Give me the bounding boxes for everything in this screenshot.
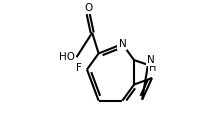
Text: H: H [149,63,156,73]
Text: HO: HO [59,52,75,62]
Text: O: O [84,3,92,13]
Text: F: F [76,63,82,73]
Text: N: N [118,39,126,49]
Text: N: N [147,55,155,65]
